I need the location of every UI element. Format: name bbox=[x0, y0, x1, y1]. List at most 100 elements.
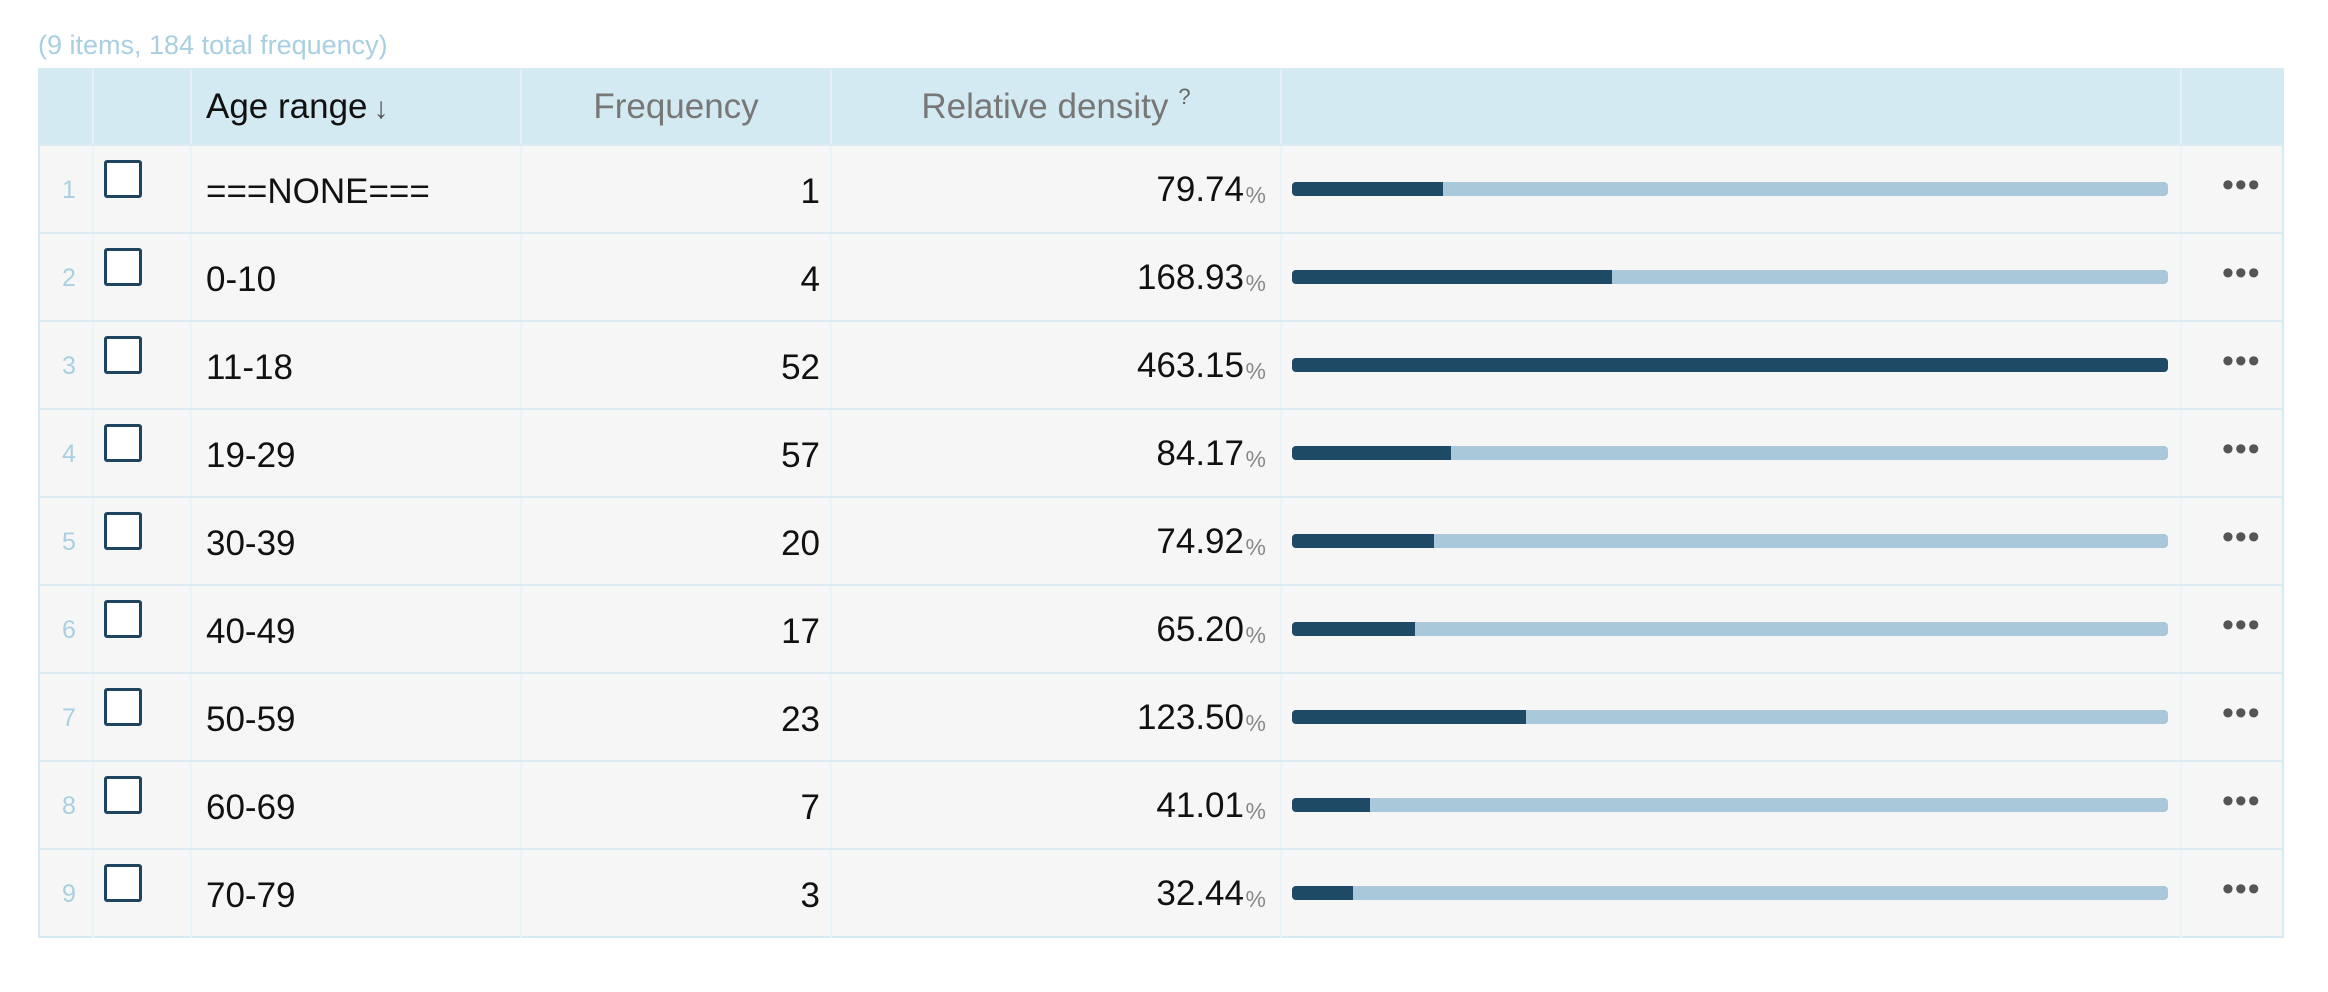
more-options-icon[interactable]: ••• bbox=[2222, 606, 2261, 644]
frequency-table: Age range ↓ Frequency Relative density? 1… bbox=[38, 68, 2284, 938]
frequency-value: 57 bbox=[781, 436, 820, 475]
frequency-cell: 4 bbox=[522, 234, 832, 322]
more-options-icon[interactable]: ••• bbox=[2222, 782, 2261, 820]
table-row[interactable]: 7 50-59 23 123.50 % ••• bbox=[40, 672, 2282, 762]
row-checkbox[interactable] bbox=[104, 776, 142, 814]
density-bar-cell bbox=[1282, 146, 2182, 234]
row-index: 7 bbox=[62, 704, 76, 732]
row-checkbox[interactable] bbox=[104, 336, 142, 374]
table-header: Age range ↓ Frequency Relative density? bbox=[40, 70, 2282, 144]
row-checkbox[interactable] bbox=[104, 600, 142, 638]
density-bar-track bbox=[1292, 622, 2168, 636]
frequency-cell: 20 bbox=[522, 498, 832, 586]
frequency-value: 52 bbox=[781, 348, 820, 387]
more-options-icon[interactable]: ••• bbox=[2222, 342, 2261, 380]
density-bar-track bbox=[1292, 446, 2168, 460]
age-range-cell: 40-49 bbox=[192, 586, 522, 674]
sort-down-icon[interactable]: ↓ bbox=[373, 92, 389, 125]
more-options-icon[interactable]: ••• bbox=[2222, 518, 2261, 556]
row-menu-cell: ••• bbox=[2182, 410, 2282, 498]
density-cell: 463.15 % bbox=[832, 322, 1282, 410]
header-age-range-label: Age range bbox=[206, 87, 368, 126]
density-bar-fill bbox=[1292, 358, 2168, 372]
density-bar-cell bbox=[1282, 674, 2182, 762]
row-menu-cell: ••• bbox=[2182, 322, 2282, 410]
more-options-icon[interactable]: ••• bbox=[2222, 870, 2261, 908]
row-checkbox-cell bbox=[94, 674, 192, 762]
row-checkbox[interactable] bbox=[104, 424, 142, 462]
density-value: 168.93 bbox=[1136, 258, 1244, 297]
table-row[interactable]: 8 60-69 7 41.01 % ••• bbox=[40, 760, 2282, 850]
more-options-icon[interactable]: ••• bbox=[2222, 694, 2261, 732]
table-row[interactable]: 5 30-39 20 74.92 % ••• bbox=[40, 496, 2282, 586]
header-density-label: Relative density bbox=[921, 87, 1169, 126]
age-range-value: 19-29 bbox=[206, 436, 296, 475]
more-options-icon[interactable]: ••• bbox=[2222, 254, 2261, 292]
density-bar-fill bbox=[1292, 622, 1416, 636]
header-index bbox=[40, 70, 94, 144]
header-menu bbox=[2182, 70, 2282, 144]
frequency-value: 1 bbox=[800, 172, 820, 211]
table-row[interactable]: 4 19-29 57 84.17 % ••• bbox=[40, 408, 2282, 498]
percent-sign: % bbox=[1245, 798, 1266, 824]
density-bar-track bbox=[1292, 270, 2168, 284]
age-range-value: 60-69 bbox=[206, 788, 296, 827]
density-bar-fill bbox=[1292, 446, 1452, 460]
table-row[interactable]: 2 0-10 4 168.93 % ••• bbox=[40, 232, 2282, 322]
row-checkbox[interactable] bbox=[104, 864, 142, 902]
density-value: 41.01 bbox=[1156, 786, 1244, 825]
row-checkbox[interactable] bbox=[104, 512, 142, 550]
age-range-cell: 11-18 bbox=[192, 322, 522, 410]
age-range-value: 70-79 bbox=[206, 876, 296, 915]
row-checkbox-cell bbox=[94, 762, 192, 850]
header-frequency[interactable]: Frequency bbox=[522, 70, 832, 144]
density-bar-track bbox=[1292, 534, 2168, 548]
age-range-cell: 0-10 bbox=[192, 234, 522, 322]
row-checkbox[interactable] bbox=[104, 160, 142, 198]
row-checkbox-cell bbox=[94, 410, 192, 498]
density-bar-cell bbox=[1282, 322, 2182, 410]
density-cell: 79.74 % bbox=[832, 146, 1282, 234]
more-options-icon[interactable]: ••• bbox=[2222, 166, 2261, 204]
density-bar-fill bbox=[1292, 886, 1354, 900]
percent-sign: % bbox=[1245, 886, 1266, 912]
frequency-cell: 7 bbox=[522, 762, 832, 850]
table-row[interactable]: 1 ===NONE=== 1 79.74 % ••• bbox=[40, 144, 2282, 234]
density-value: 74.92 bbox=[1156, 522, 1244, 561]
density-bar-track bbox=[1292, 358, 2168, 372]
row-checkbox-cell bbox=[94, 850, 192, 938]
row-menu-cell: ••• bbox=[2182, 674, 2282, 762]
frequency-value: 4 bbox=[800, 260, 820, 299]
row-index-cell: 7 bbox=[40, 674, 94, 762]
summary-text: (9 items, 184 total frequency) bbox=[38, 30, 388, 60]
header-relative-density[interactable]: Relative density? bbox=[832, 70, 1282, 144]
age-range-cell: ===NONE=== bbox=[192, 146, 522, 234]
table-row[interactable]: 3 11-18 52 463.15 % ••• bbox=[40, 320, 2282, 410]
frequency-value: 17 bbox=[781, 612, 820, 651]
more-options-icon[interactable]: ••• bbox=[2222, 430, 2261, 468]
density-bar-fill bbox=[1292, 182, 1443, 196]
row-menu-cell: ••• bbox=[2182, 762, 2282, 850]
density-bar-fill bbox=[1292, 270, 1612, 284]
row-index: 6 bbox=[62, 616, 76, 644]
table-row[interactable]: 9 70-79 3 32.44 % ••• bbox=[40, 848, 2282, 938]
frequency-cell: 57 bbox=[522, 410, 832, 498]
help-icon[interactable]: ? bbox=[1178, 84, 1191, 109]
row-index-cell: 6 bbox=[40, 586, 94, 674]
header-age-range[interactable]: Age range ↓ bbox=[192, 70, 522, 144]
row-index-cell: 9 bbox=[40, 850, 94, 938]
density-cell: 41.01 % bbox=[832, 762, 1282, 850]
row-checkbox[interactable] bbox=[104, 248, 142, 286]
header-checkbox bbox=[94, 70, 192, 144]
density-cell: 65.20 % bbox=[832, 586, 1282, 674]
density-bar-fill bbox=[1292, 710, 1526, 724]
header-bar bbox=[1282, 70, 2182, 144]
density-bar-cell bbox=[1282, 498, 2182, 586]
frequency-value: 20 bbox=[781, 524, 820, 563]
frequency-cell: 1 bbox=[522, 146, 832, 234]
density-bar-cell bbox=[1282, 850, 2182, 938]
row-checkbox[interactable] bbox=[104, 688, 142, 726]
row-menu-cell: ••• bbox=[2182, 586, 2282, 674]
table-row[interactable]: 6 40-49 17 65.20 % ••• bbox=[40, 584, 2282, 674]
density-bar-fill bbox=[1292, 798, 1370, 812]
